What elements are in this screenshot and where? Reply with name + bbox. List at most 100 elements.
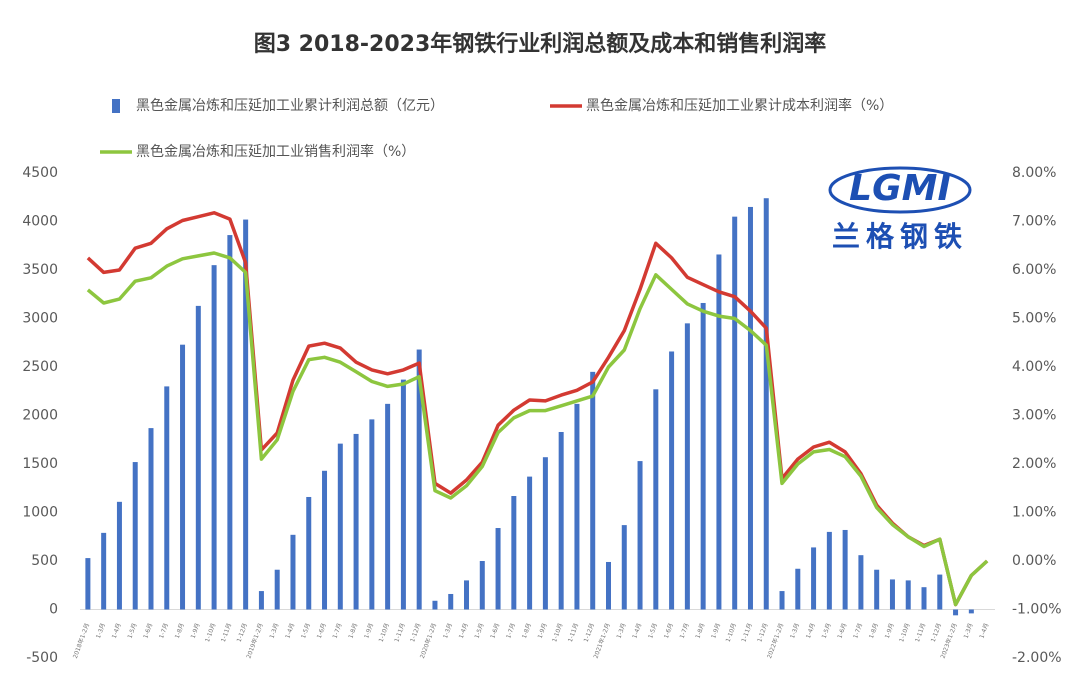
x-tick-label: 1-4月 xyxy=(631,622,643,639)
x-tick-label: 1-9月 xyxy=(710,622,722,639)
logo: LGMI xyxy=(849,168,951,209)
x-tick-label: 1-12月 xyxy=(756,622,769,643)
bar xyxy=(464,580,470,610)
x-tick-label: 1-5月 xyxy=(821,622,833,639)
bar xyxy=(590,371,596,610)
x-tick-label: 1-6月 xyxy=(663,622,675,639)
bar xyxy=(858,555,864,610)
bar xyxy=(274,569,280,610)
x-tick-label: 1-5月 xyxy=(474,622,486,639)
y-tick-label: 4000 xyxy=(22,214,58,230)
x-tick-label: 1-7月 xyxy=(332,622,344,639)
logo-ring xyxy=(828,166,972,214)
line xyxy=(86,251,989,607)
y2-tick-label: -2.00% xyxy=(1012,650,1062,666)
x-tick-label: 1-3月 xyxy=(442,622,454,639)
bar xyxy=(322,470,328,610)
y-tick-label: 2000 xyxy=(22,408,58,424)
x-tick-label: 1-7月 xyxy=(852,622,864,639)
bar xyxy=(779,591,785,610)
bar xyxy=(306,496,312,610)
bar xyxy=(953,609,959,616)
x-tick-label: 1-4月 xyxy=(284,622,296,639)
chart-title: 图3 2018-2023年钢铁行业利润总额及成本和销售利润率 xyxy=(254,31,827,57)
x-tick-label: 1-5月 xyxy=(300,622,312,639)
y-tick-label: 0 xyxy=(49,602,58,618)
legend-label: 黑色金属冶炼和压延加工业累计利润总额（亿元） xyxy=(136,97,444,114)
bar xyxy=(448,593,454,610)
x-tick-label: 1-7月 xyxy=(505,622,517,639)
bar xyxy=(148,428,154,610)
x-tick-label: 1-9月 xyxy=(190,622,202,639)
bar xyxy=(511,496,517,610)
y2-tick-label: 5.00% xyxy=(1012,311,1056,327)
x-tick-label: 1-10月 xyxy=(898,622,911,643)
x-tick-label: 1-3月 xyxy=(616,622,628,639)
bar xyxy=(101,532,107,610)
bar xyxy=(432,600,438,610)
legend-label: 黑色金属冶炼和压延加工业累计成本利润率（%） xyxy=(586,97,893,114)
x-tick-label: 1-10月 xyxy=(204,622,217,643)
y2-tick-label: 8.00% xyxy=(1012,165,1056,181)
bar xyxy=(369,419,375,610)
y2-tick-label: -1.00% xyxy=(1012,602,1062,618)
bar xyxy=(400,379,406,610)
x-tick-label: 1-9月 xyxy=(537,622,549,639)
x-tick-label: 1-11月 xyxy=(914,622,927,643)
y-tick-label: -500 xyxy=(26,650,58,666)
x-tick-label: 1-5月 xyxy=(647,622,659,639)
watermark: LGMI 兰格钢铁 xyxy=(828,166,972,253)
x-tick-label: 1-11月 xyxy=(567,622,580,643)
bar xyxy=(211,265,217,610)
x-tick-label: 1-8月 xyxy=(694,622,706,639)
bar xyxy=(527,476,533,610)
bar xyxy=(227,235,233,610)
bar xyxy=(968,609,974,614)
y2-tick-label: 1.00% xyxy=(1012,505,1056,521)
bar xyxy=(337,443,343,610)
x-tick-label: 1-10月 xyxy=(551,622,564,643)
bar xyxy=(732,216,738,610)
x-tick-label: 1-9月 xyxy=(884,622,896,639)
x-tick-label: 1-9月 xyxy=(363,622,375,639)
bar xyxy=(180,344,186,610)
bar xyxy=(669,351,675,610)
bar xyxy=(574,403,580,610)
bar xyxy=(700,302,706,610)
y-tick-label: 1000 xyxy=(22,505,58,521)
x-tick-label: 1-4月 xyxy=(458,622,470,639)
bar xyxy=(763,198,769,610)
x-tick-label: 1-7月 xyxy=(679,622,691,639)
x-tick-label: 1-3月 xyxy=(963,622,975,639)
y2-tick-label: 3.00% xyxy=(1012,408,1056,424)
bar xyxy=(605,561,611,610)
x-tick-label: 1-8月 xyxy=(868,622,880,639)
x-tick-label: 1-8月 xyxy=(521,622,533,639)
bar xyxy=(542,457,548,610)
x-tick-label: 1-3月 xyxy=(95,622,107,639)
x-tick-label: 1-4月 xyxy=(978,622,990,639)
legend-label: 黑色金属冶炼和压延加工业销售利润率（%） xyxy=(136,143,415,160)
y2-tick-label: 2.00% xyxy=(1012,456,1056,472)
bar xyxy=(921,587,927,610)
x-tick-label: 1-8月 xyxy=(174,622,186,639)
x-tick-label: 1-12月 xyxy=(583,622,596,643)
y-tick-label: 1500 xyxy=(22,456,58,472)
x-tick-label: 1-11月 xyxy=(393,622,406,643)
bar xyxy=(479,561,485,610)
bar xyxy=(795,568,801,610)
x-tick-label: 1-10月 xyxy=(378,622,391,643)
y-tick-label: 500 xyxy=(31,553,58,569)
bar xyxy=(653,389,659,610)
y2-tick-label: 6.00% xyxy=(1012,262,1056,278)
x-tick-label: 1-3月 xyxy=(269,622,281,639)
bar xyxy=(558,431,564,610)
bar xyxy=(195,305,201,610)
x-tick-label: 1-6月 xyxy=(316,622,328,639)
bar xyxy=(258,591,264,610)
x-tick-label: 1-11月 xyxy=(740,622,753,643)
bar xyxy=(495,528,501,610)
bar xyxy=(385,403,391,610)
